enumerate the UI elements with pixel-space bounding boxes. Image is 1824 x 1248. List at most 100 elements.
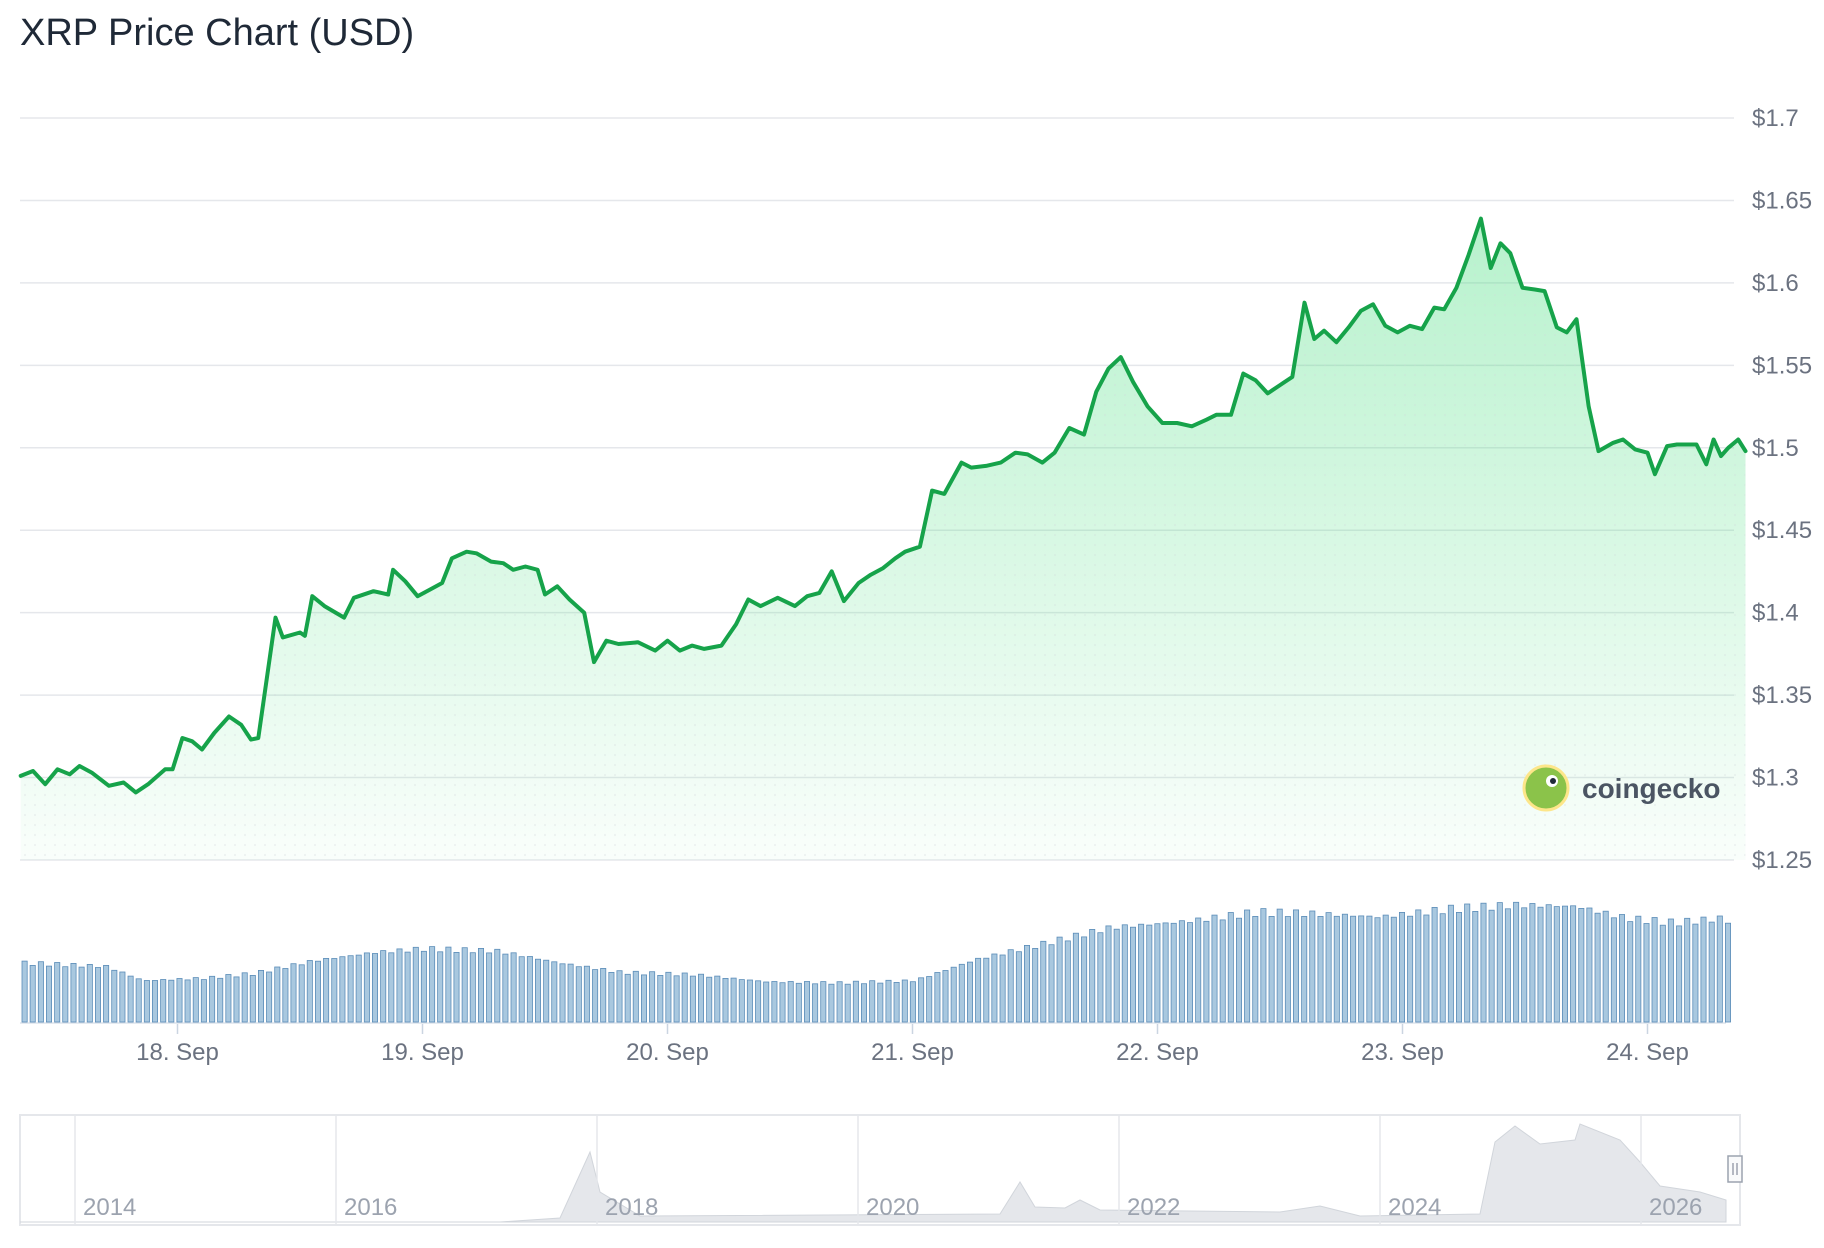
volume-bar [1276,908,1283,1023]
volume-bar [1130,926,1137,1023]
x-tick-label: 22. Sep [1116,1039,1199,1066]
volume-bar [494,948,501,1023]
volume-bar [518,956,525,1023]
volume-bar [1032,948,1039,1023]
volume-bar [1056,936,1063,1023]
volume-bar [1382,914,1389,1023]
volume-bar [730,977,737,1023]
volume-bar [551,961,558,1023]
volume-bar [477,948,484,1023]
range-navigator[interactable]: 2014 2016 2018 2020 2022 2024 2026 [19,1114,1743,1226]
volume-bar [999,954,1006,1023]
volume-bar [877,982,884,1023]
volume-bar [1472,911,1479,1023]
volume-bar [869,980,876,1023]
volume-bar [657,975,664,1023]
volume-bar [1586,907,1593,1023]
volume-bar [1236,917,1243,1023]
volume-bar [1301,916,1308,1023]
volume-bar [314,960,321,1023]
volume-bar [103,965,110,1023]
navigator-handle[interactable] [1727,1155,1743,1183]
volume-bar [665,971,672,1023]
volume-bar [282,968,289,1023]
volume-bar [958,963,965,1023]
volume-bar [29,965,36,1023]
volume-bar [1350,915,1357,1023]
volume-bar [1407,915,1414,1023]
volume-bar [738,979,745,1023]
navigator-year-label: 2022 [1127,1194,1180,1221]
volume-bar [1064,940,1071,1023]
volume-bar [861,983,868,1023]
volume-bar [412,946,419,1023]
navigator-history-area [20,1123,1727,1223]
volume-bar [184,979,191,1023]
y-tick-label: $1.4 [1752,600,1799,627]
volume-bar [1284,916,1291,1023]
volume-bar [437,951,444,1023]
volume-bar [608,972,615,1023]
volume-bar [1390,916,1397,1023]
volume-bar [1105,925,1112,1023]
x-axis: 18. Sep 19. Sep 20. Sep 21. Sep 22. Sep 23. S… [136,1024,1689,1066]
volume-bar [453,952,460,1023]
volume-bar [828,983,835,1023]
volume-bar [95,967,102,1023]
volume-bar [1651,917,1658,1023]
volume-bar [535,958,542,1023]
volume-bar [168,979,175,1023]
y-tick-label: $1.25 [1752,847,1812,874]
volume-bar [698,973,705,1023]
volume-bar [1154,923,1161,1023]
volume-bar [1562,905,1569,1023]
volume-bar [135,978,142,1023]
volume-bar [249,975,256,1023]
price-line [18,216,1748,795]
volume-bar [363,952,370,1023]
volume-bar [942,970,949,1023]
volume-bar [991,953,998,1023]
volume-bar [1170,922,1177,1023]
chart-title: XRP Price Chart (USD) [20,12,415,54]
volume-bar [1089,929,1096,1023]
volume-bar [844,983,851,1023]
volume-bar [217,977,224,1023]
volume-bar [616,970,623,1023]
volume-bar [1007,949,1014,1023]
volume-bar [624,973,631,1023]
volume-bar [1708,921,1715,1023]
volume-bar [763,981,770,1023]
volume-bar [266,971,273,1023]
y-tick-label: $1.5 [1752,435,1799,462]
price-area [20,218,1746,861]
volume-bar [1252,916,1259,1023]
volume-bar [1513,901,1520,1023]
volume-bar [567,963,574,1023]
volume-bar [755,980,762,1023]
volume-bar [257,970,264,1023]
volume-bar [1219,919,1226,1023]
volume-bar [37,961,44,1023]
volume-bar [1040,940,1047,1023]
volume-bar [1162,922,1169,1023]
x-tick-label: 21. Sep [871,1039,954,1066]
volume-bar [1072,932,1079,1023]
volume-bar [804,981,811,1023]
volume-bar [1659,924,1666,1023]
navigator-year-label: 2018 [605,1194,658,1221]
volume-bar [1260,908,1267,1023]
navigator-year-label: 2014 [83,1194,136,1221]
volume-bar [641,974,648,1023]
volume-bar [1602,910,1609,1023]
volume-bar [559,963,566,1023]
volume-bar [1716,915,1723,1023]
volume-bar [46,965,53,1023]
volume-bar [200,979,207,1023]
price-area-texture [20,218,1746,861]
volume-bar [526,956,533,1023]
volume-bar [787,981,794,1023]
brand-watermark: coingecko [1522,764,1720,812]
volume-bar [469,952,476,1023]
volume-bar [323,958,330,1023]
